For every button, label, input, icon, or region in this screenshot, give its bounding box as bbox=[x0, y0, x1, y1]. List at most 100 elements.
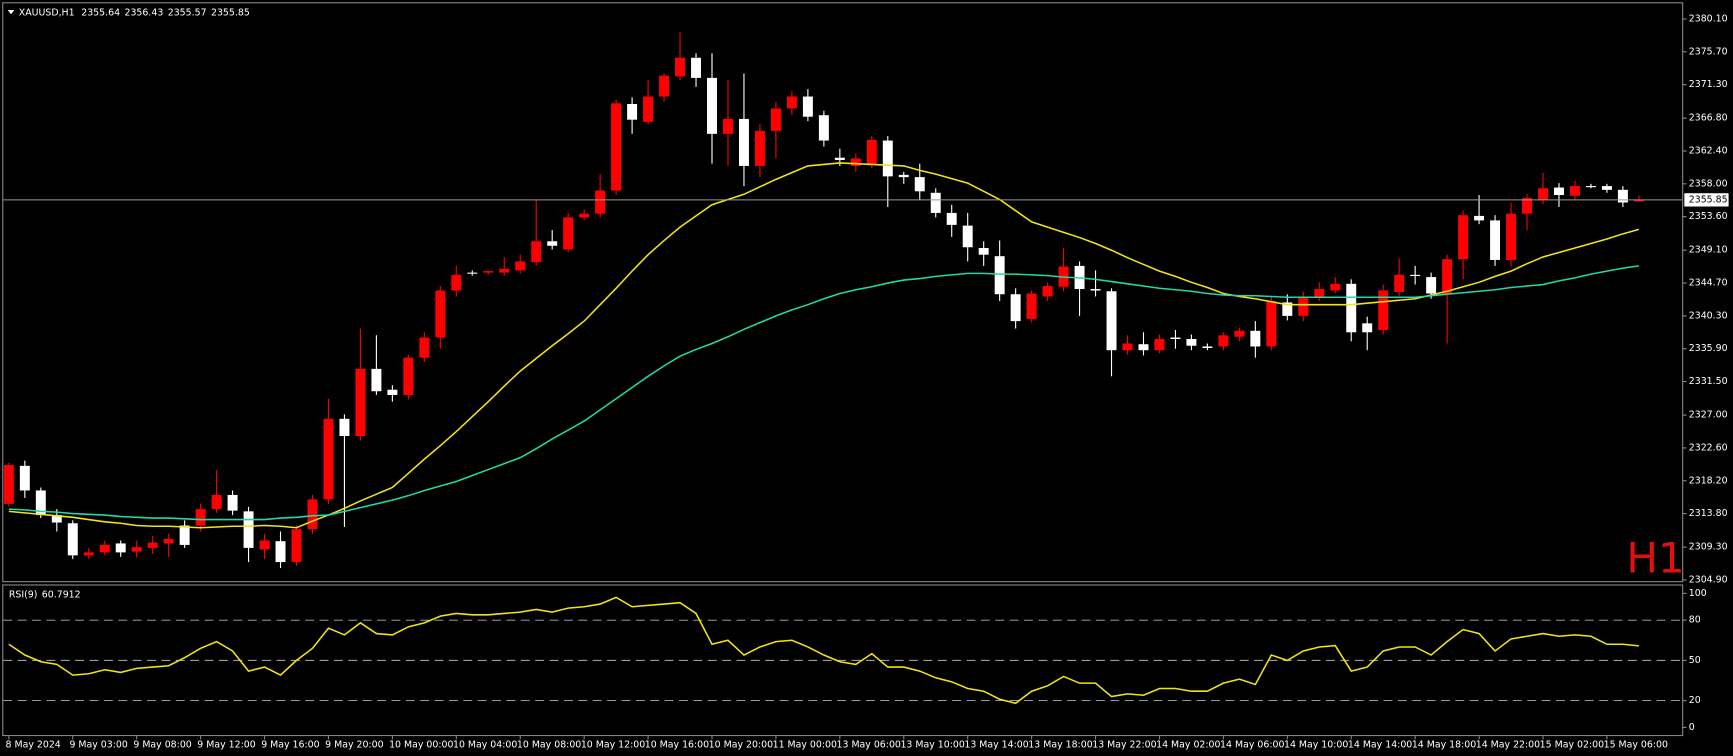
y-tick-label: 2353.60 bbox=[1689, 211, 1728, 222]
candle-body bbox=[738, 118, 749, 166]
x-tick-label: 10 May 16:00 bbox=[645, 739, 709, 750]
candle-body bbox=[1394, 274, 1405, 293]
symbol-title: XAUUSD,H1 bbox=[19, 7, 75, 18]
candle-body bbox=[962, 225, 973, 248]
candle-body bbox=[67, 523, 78, 556]
candle-body bbox=[1569, 186, 1580, 196]
x-tick-label: 10 May 12:00 bbox=[581, 739, 645, 750]
x-tick-label: 9 May 16:00 bbox=[261, 739, 319, 750]
candle-body bbox=[163, 538, 174, 544]
header-low: 2355.57 bbox=[168, 7, 207, 18]
candle-body bbox=[1554, 187, 1564, 196]
x-tick-label: 13 May 18:00 bbox=[1028, 739, 1092, 750]
x-tick-label: 13 May 14:00 bbox=[964, 739, 1028, 750]
candle-body bbox=[1170, 337, 1181, 340]
candle-body bbox=[1490, 220, 1501, 260]
candle-body bbox=[882, 140, 893, 177]
candle-body bbox=[1314, 289, 1325, 297]
rsi-line bbox=[8, 596, 1639, 705]
x-tick-label: 15 May 02:00 bbox=[1540, 739, 1604, 750]
candle-body bbox=[1250, 330, 1261, 347]
x-tick-label: 10 May 04:00 bbox=[453, 739, 517, 750]
candle-body bbox=[770, 108, 781, 131]
candle-body bbox=[1601, 186, 1612, 190]
candle-body bbox=[643, 96, 654, 122]
candle-body bbox=[339, 418, 350, 436]
candle-body bbox=[579, 213, 590, 218]
candle-body bbox=[531, 241, 542, 263]
candle-body bbox=[1298, 296, 1309, 316]
candle-body bbox=[818, 115, 829, 141]
candle-body bbox=[611, 103, 622, 191]
y-tick-label: 2344.70 bbox=[1689, 278, 1728, 289]
candle-body bbox=[1202, 346, 1213, 348]
candle-body bbox=[291, 529, 302, 563]
candle-body bbox=[19, 465, 30, 491]
y-tick-label: 2322.60 bbox=[1689, 442, 1728, 453]
candle-body bbox=[83, 552, 94, 556]
y-tick-label: 2366.80 bbox=[1689, 113, 1728, 124]
x-tick-label: 13 May 10:00 bbox=[900, 739, 964, 750]
header-high: 2356.43 bbox=[124, 7, 163, 18]
candle-body bbox=[1633, 199, 1644, 202]
x-tick-label: 10 May 08:00 bbox=[517, 739, 581, 750]
header-open: 2355.64 bbox=[81, 7, 120, 18]
candle-body bbox=[483, 271, 494, 273]
x-tick-label: 9 May 12:00 bbox=[197, 739, 255, 750]
current-price-box bbox=[1684, 193, 1729, 207]
x-tick-label: 14 May 10:00 bbox=[1284, 739, 1348, 750]
candle-body bbox=[355, 368, 366, 436]
candle-body bbox=[1506, 213, 1517, 260]
candle-body bbox=[435, 290, 446, 338]
moving-average bbox=[8, 265, 1639, 521]
candle-body bbox=[754, 130, 765, 166]
candle-body bbox=[707, 77, 717, 134]
menu-triangle[interactable] bbox=[7, 9, 15, 15]
candle-body bbox=[259, 540, 270, 550]
x-tick-label: 14 May 02:00 bbox=[1156, 739, 1220, 750]
y-tick-label: 2331.50 bbox=[1689, 376, 1728, 387]
candle-body bbox=[1042, 286, 1053, 297]
candle-body bbox=[834, 157, 845, 160]
candle-body bbox=[1186, 339, 1197, 346]
x-tick-label: 14 May 18:00 bbox=[1412, 739, 1476, 750]
candle-body bbox=[51, 515, 62, 523]
y-tick-label: 2318.20 bbox=[1689, 475, 1728, 486]
candle-body bbox=[1362, 323, 1373, 333]
candle-body bbox=[1346, 283, 1357, 333]
candle-body bbox=[451, 274, 462, 291]
candle-body bbox=[1458, 215, 1469, 260]
y-tick-label: 80 bbox=[1689, 615, 1701, 626]
x-tick-label: 13 May 06:00 bbox=[837, 739, 901, 750]
y-tick-label: 2362.40 bbox=[1689, 146, 1728, 157]
candle-body bbox=[1585, 186, 1596, 188]
x-tick-label: 11 May 00:00 bbox=[773, 739, 837, 750]
candle-body bbox=[946, 212, 957, 225]
candle-body bbox=[1442, 259, 1453, 295]
y-tick-label: 20 bbox=[1689, 695, 1701, 706]
candle-body bbox=[914, 177, 925, 192]
candle-body bbox=[1282, 302, 1293, 316]
candle-body bbox=[323, 418, 334, 500]
y-tick-label: 2335.90 bbox=[1689, 343, 1728, 354]
candle-body bbox=[403, 357, 414, 395]
current-price-label: 2355.85 bbox=[1689, 194, 1728, 205]
candle-body bbox=[307, 499, 318, 530]
y-tick-label: 100 bbox=[1689, 588, 1707, 599]
candle-body bbox=[1474, 215, 1485, 221]
candle-body bbox=[1234, 330, 1245, 337]
y-tick-label: 50 bbox=[1689, 655, 1701, 666]
candle-body bbox=[786, 96, 797, 109]
candle-body bbox=[1617, 189, 1628, 203]
candle-body bbox=[1122, 343, 1133, 351]
y-tick-label: 2313.80 bbox=[1689, 508, 1728, 519]
candle-body bbox=[1090, 289, 1101, 291]
rsi-title: RSI(9) bbox=[9, 589, 38, 600]
candle-body bbox=[1138, 344, 1149, 351]
candle-body bbox=[563, 217, 574, 250]
candle-body bbox=[850, 158, 861, 166]
candle-body bbox=[371, 368, 382, 392]
candle-body bbox=[387, 389, 398, 395]
candle-body bbox=[419, 337, 430, 358]
